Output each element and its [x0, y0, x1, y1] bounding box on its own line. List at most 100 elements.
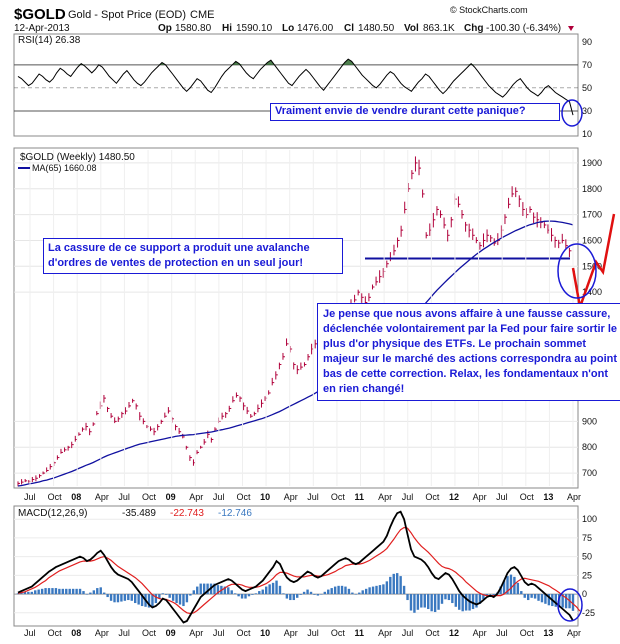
vol-value: 863.1K	[423, 23, 455, 34]
macd-histogram-bar	[127, 594, 130, 601]
macd-x-tick-label: Apr	[567, 628, 581, 638]
macd-histogram-bar	[361, 590, 364, 595]
macd-histogram-bar	[58, 588, 61, 595]
macd-histogram-bar	[223, 586, 227, 595]
support-callout: La cassure de ce support a produit une a…	[43, 238, 343, 274]
lo-label: Lo	[282, 23, 294, 34]
price-x-tick-label: Apr	[95, 492, 109, 502]
macd-histogram-bar	[268, 584, 271, 595]
macd-histogram-bar	[402, 585, 406, 595]
macd-histogram-bar	[78, 588, 82, 595]
macd-histogram-bar	[344, 586, 347, 595]
macd-histogram-bar	[558, 594, 561, 608]
op-label: Op	[158, 23, 172, 34]
chg-label: Chg	[464, 23, 483, 34]
macd-x-tick-label: Oct	[425, 628, 440, 638]
macd-x-tick-label: 09	[166, 628, 176, 638]
projection-arrow	[571, 213, 616, 312]
price-tick-label: 700	[582, 468, 597, 478]
price-x-tick-label: Apr	[567, 492, 581, 502]
macd-histogram-bar	[34, 590, 37, 595]
macd-histogram-bar	[533, 594, 537, 599]
macd-histogram-bar	[389, 576, 392, 595]
macd-histogram-bar	[23, 591, 27, 595]
macd-histogram-bar	[433, 594, 437, 613]
macd-histogram-bar	[264, 586, 268, 595]
macd-histogram-bar	[478, 594, 482, 604]
macd-histogram-bar	[475, 594, 478, 608]
macd-legend-name: MACD(12,26,9)	[18, 508, 87, 519]
price-x-tick-label: Oct	[142, 492, 157, 502]
macd-circle	[557, 588, 583, 622]
rsi-tick-label: 10	[582, 129, 592, 139]
ma-legend: MA(65) 1660.08	[32, 163, 97, 173]
macd-histogram-bar	[151, 594, 154, 607]
macd-legend: MACD(12,26,9) -35.489 -22.743 -12.746	[18, 508, 252, 519]
macd-x-tick-label: 13	[543, 628, 553, 638]
macd-histogram-bar	[458, 594, 461, 610]
rsi-tick-label: 50	[582, 83, 592, 93]
macd-tick-label: 50	[582, 552, 592, 562]
price-legend: $GOLD (Weekly) 1480.50	[20, 152, 135, 163]
macd-histogram-bar	[299, 594, 302, 595]
macd-histogram-bar	[485, 594, 489, 596]
rsi-legend: RSI(14) 26.38	[18, 35, 81, 46]
macd-histogram-bar	[254, 593, 258, 595]
macd-histogram-bar	[230, 590, 233, 595]
macd-histogram-bar	[89, 592, 92, 595]
price-x-tick-label: Jul	[213, 492, 225, 502]
macd-histogram-bar	[447, 594, 451, 601]
macd-histogram-bar	[437, 594, 440, 610]
rsi-panel-frame	[13, 33, 579, 137]
macd-x-tick-label: Jul	[402, 628, 414, 638]
macd-histogram-bar	[337, 585, 340, 595]
macd-histogram-bar	[192, 590, 196, 595]
macd-histogram-bar	[423, 594, 426, 608]
macd-histogram-bar	[258, 591, 261, 595]
rsi-overbought-fill	[341, 59, 356, 65]
price-x-tick-label: Oct	[520, 492, 535, 502]
macd-histogram-bar	[65, 588, 68, 595]
price-tick-label: 1800	[582, 184, 602, 194]
macd-histogram-bar	[409, 594, 413, 611]
macd-histogram-bar	[547, 594, 551, 606]
price-tick-label: 1900	[582, 158, 602, 168]
macd-tick-label: 25	[582, 570, 592, 580]
cl-value: 1480.50	[358, 23, 395, 34]
price-x-tick-label: 09	[166, 492, 176, 502]
symbol-description: Gold - Spot Price (EOD)	[68, 9, 186, 21]
price-x-tick-label: Apr	[284, 492, 298, 502]
macd-histogram-bar	[351, 592, 354, 595]
macd-histogram-bar	[237, 594, 240, 597]
macd-histogram-bar	[275, 580, 278, 595]
breakdown-circle	[557, 243, 597, 299]
macd-histogram-bar	[530, 594, 533, 598]
macd-tick-label: 0	[582, 589, 587, 599]
macd-histogram-bar	[171, 594, 175, 601]
macd-histogram-bar	[199, 583, 202, 595]
fed-callout: Je pense que nous avons affaire à une fa…	[317, 303, 620, 401]
macd-x-tick-label: Jul	[118, 628, 130, 638]
macd-histogram-bar	[130, 594, 133, 601]
price-tick-label: 1700	[582, 210, 602, 220]
macd-x-tick-label: Oct	[236, 628, 251, 638]
macd-histogram-bar	[354, 594, 358, 595]
macd-histogram-bar	[358, 592, 361, 595]
rsi-tick-label: 70	[582, 60, 592, 70]
price-tick-label: 900	[582, 416, 597, 426]
macd-histogram-bar	[102, 592, 106, 595]
op-value: 1580.80	[175, 23, 212, 34]
macd-histogram-bar	[554, 594, 557, 607]
macd-x-tick-label: 08	[71, 628, 81, 638]
macd-histogram-bar	[278, 585, 282, 595]
macd-x-tick-label: Apr	[378, 628, 392, 638]
macd-histogram-bar	[454, 594, 457, 607]
hi-label: Hi	[222, 23, 232, 34]
macd-histogram-bar	[189, 594, 192, 596]
macd-x-tick-label: Apr	[473, 628, 487, 638]
macd-tick-label: -25	[582, 608, 595, 618]
macd-histogram-bar	[375, 585, 378, 595]
macd-histogram-bar	[499, 586, 502, 595]
macd-histogram-bar	[106, 594, 109, 598]
macd-histogram-bar	[251, 594, 254, 595]
